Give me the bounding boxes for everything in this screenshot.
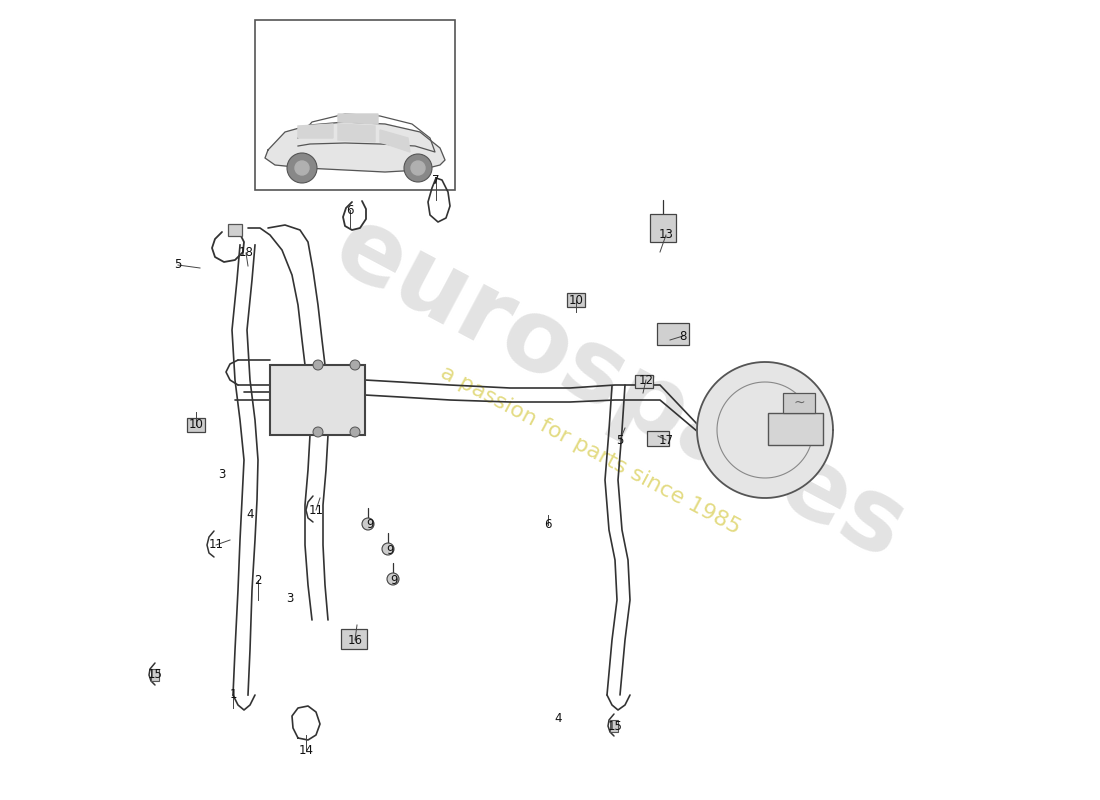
Text: a passion for parts since 1985: a passion for parts since 1985 — [437, 362, 744, 538]
Circle shape — [287, 153, 317, 183]
Text: eurospares: eurospares — [318, 198, 922, 582]
Circle shape — [314, 427, 323, 437]
Bar — [635, 375, 653, 388]
Bar — [228, 224, 242, 236]
Text: 9: 9 — [366, 518, 374, 531]
Text: 18: 18 — [239, 246, 253, 259]
Bar — [610, 720, 618, 732]
Text: 11: 11 — [209, 538, 223, 551]
Text: 9: 9 — [390, 574, 398, 586]
Bar — [270, 365, 365, 435]
Text: 5: 5 — [616, 434, 624, 446]
Text: 8: 8 — [680, 330, 686, 342]
Bar — [187, 418, 205, 432]
Text: 4: 4 — [554, 711, 562, 725]
Text: 12: 12 — [638, 374, 653, 386]
Bar — [647, 431, 669, 446]
Circle shape — [387, 573, 399, 585]
Circle shape — [404, 154, 432, 182]
Text: 16: 16 — [348, 634, 363, 646]
Polygon shape — [265, 122, 446, 172]
Polygon shape — [338, 124, 375, 142]
Text: 5: 5 — [174, 258, 182, 271]
Text: 10: 10 — [569, 294, 583, 306]
Bar — [255, 20, 455, 190]
Circle shape — [295, 161, 309, 175]
Circle shape — [350, 360, 360, 370]
Text: 2: 2 — [254, 574, 262, 586]
FancyBboxPatch shape — [657, 323, 689, 345]
Text: 3: 3 — [286, 591, 294, 605]
Polygon shape — [338, 114, 378, 124]
Circle shape — [314, 360, 323, 370]
Text: 7: 7 — [432, 174, 440, 186]
Text: 11: 11 — [308, 503, 323, 517]
Text: 10: 10 — [188, 418, 204, 431]
Text: 9: 9 — [386, 543, 394, 557]
Polygon shape — [697, 362, 833, 498]
Text: 3: 3 — [218, 469, 226, 482]
Text: 6: 6 — [544, 518, 552, 531]
Bar — [566, 293, 585, 307]
Text: 6: 6 — [346, 203, 354, 217]
Text: 15: 15 — [147, 669, 163, 682]
Text: 15: 15 — [607, 719, 623, 733]
FancyBboxPatch shape — [341, 629, 367, 649]
Bar — [768, 413, 823, 445]
Text: 4: 4 — [246, 509, 254, 522]
Circle shape — [411, 161, 425, 175]
Text: 14: 14 — [298, 743, 314, 757]
Text: 1: 1 — [229, 689, 236, 702]
Text: ~: ~ — [793, 396, 805, 410]
Text: 17: 17 — [659, 434, 673, 446]
Bar — [151, 669, 160, 681]
Text: 13: 13 — [659, 229, 673, 242]
Bar — [783, 393, 815, 413]
Circle shape — [382, 543, 394, 555]
Circle shape — [362, 518, 374, 530]
Polygon shape — [379, 130, 410, 152]
Bar — [650, 214, 676, 242]
Circle shape — [350, 427, 360, 437]
Polygon shape — [298, 124, 333, 138]
